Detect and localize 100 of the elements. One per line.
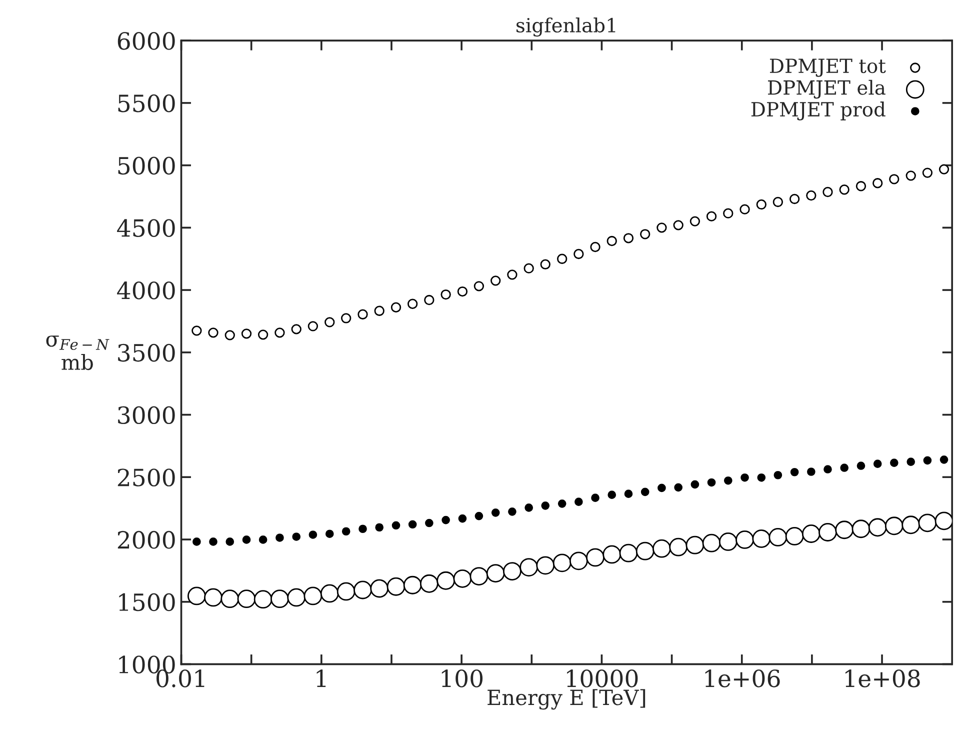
point (840, 464, 849, 472)
point (706, 211, 717, 222)
point (424, 294, 434, 306)
point (520, 558, 538, 576)
point (270, 590, 289, 608)
point (902, 516, 920, 534)
point (453, 569, 472, 588)
point (806, 190, 816, 201)
point (752, 530, 771, 548)
y-tick-label: 2500 (118, 468, 175, 486)
point (440, 289, 451, 300)
point (192, 538, 201, 546)
legend-label: DPMJET tot (770, 58, 886, 77)
point (224, 330, 235, 340)
point (474, 512, 484, 520)
point (736, 530, 754, 549)
point (192, 326, 202, 336)
point (503, 562, 522, 580)
point (922, 168, 933, 178)
point (884, 516, 904, 536)
point (623, 233, 634, 244)
point (558, 500, 566, 508)
point (690, 480, 700, 489)
y-tick-label: 5000 (118, 156, 175, 175)
point (420, 574, 438, 593)
point (590, 242, 600, 252)
y-tick-label: 3500 (118, 344, 175, 362)
point (868, 518, 887, 537)
point (237, 590, 256, 608)
point (640, 229, 650, 240)
point (486, 564, 505, 582)
point (524, 263, 534, 274)
point (790, 468, 799, 476)
point (606, 236, 617, 246)
point (292, 532, 301, 541)
point (209, 538, 218, 546)
point (774, 470, 782, 480)
point (241, 328, 252, 339)
point (407, 298, 418, 309)
point (802, 524, 820, 543)
point (403, 576, 422, 594)
legend-label: DPMJET ela (768, 80, 886, 99)
point (906, 458, 916, 466)
point (458, 514, 467, 523)
point (569, 552, 588, 570)
point (723, 208, 734, 218)
point (740, 204, 750, 214)
point (789, 194, 800, 204)
y-axis-title: σ$_{Fe−N}$ mb (46, 336, 110, 370)
point (785, 527, 804, 546)
point (208, 328, 218, 338)
y-tick-label: 3000 (118, 406, 175, 424)
point (408, 520, 417, 529)
y-tick-label: 6000 (118, 32, 175, 50)
point (872, 178, 883, 188)
point (718, 532, 738, 551)
point (325, 530, 334, 538)
point (674, 483, 683, 492)
point (354, 580, 372, 600)
point (852, 520, 870, 538)
point (707, 478, 716, 487)
x-tick-label: 1 (316, 669, 326, 687)
point (187, 586, 206, 606)
point (508, 508, 516, 516)
y-tick-label: 5500 (118, 94, 175, 112)
point (934, 512, 952, 530)
point (756, 199, 766, 210)
point (474, 281, 484, 292)
point (640, 488, 650, 496)
y-tick-label: 1500 (119, 593, 175, 612)
point (541, 502, 550, 510)
point (524, 504, 533, 512)
point (324, 317, 335, 328)
point (220, 590, 240, 608)
point (425, 518, 434, 528)
point (336, 582, 356, 601)
point (740, 473, 749, 482)
y-tick-label: 4000 (117, 281, 175, 300)
point (873, 460, 882, 468)
point (258, 330, 268, 340)
point (822, 186, 833, 198)
point (724, 476, 732, 485)
point (656, 222, 667, 233)
point (254, 590, 272, 609)
x-tick-label: 1e+08 (845, 669, 920, 688)
point (320, 584, 339, 603)
point (375, 523, 384, 532)
chart-title: sigfenlab1 (516, 17, 616, 37)
point (658, 484, 666, 492)
point (586, 548, 604, 567)
x-tick-label: 100 (442, 669, 483, 688)
point (772, 196, 784, 208)
x-tick-label: 10000 (567, 669, 638, 688)
point (358, 524, 367, 534)
point (690, 216, 700, 226)
point (818, 523, 837, 542)
point (608, 490, 616, 499)
point (436, 571, 456, 590)
point (938, 164, 950, 174)
point (304, 586, 322, 606)
